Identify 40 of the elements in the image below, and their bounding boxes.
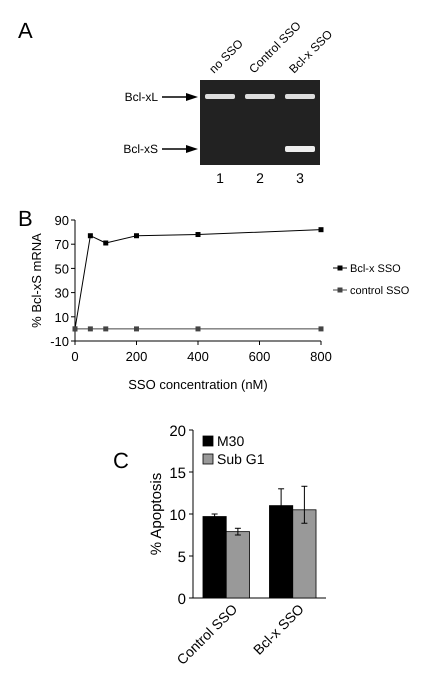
x-tick-label: 400 [187, 349, 209, 364]
y-tick-label: -10 [50, 334, 69, 349]
y-tick-label: 50 [54, 261, 69, 276]
text: Bcl-xS [123, 142, 158, 156]
y-tick-label: 20 [169, 423, 186, 440]
x-tick-label: 800 [310, 349, 332, 364]
text: Bcl-xL [124, 90, 158, 104]
x-tick-label: 600 [248, 349, 270, 364]
point [134, 326, 139, 332]
text: C [113, 448, 129, 473]
point [88, 233, 93, 238]
point [88, 326, 93, 332]
x-tick-label: 200 [126, 349, 148, 364]
text: 1 [216, 170, 224, 186]
legend-label: M30 [217, 433, 244, 449]
x-tick-label: 0 [71, 349, 79, 364]
point [196, 326, 200, 332]
y-tick-label: 15 [169, 465, 186, 482]
chart-title: B [18, 206, 33, 231]
text: 2 [256, 170, 264, 186]
point [134, 233, 139, 238]
y-tick-label: 10 [169, 507, 186, 524]
text: A [18, 18, 33, 43]
legend-label: control SSO [350, 285, 410, 297]
point [103, 240, 108, 246]
y-axis-title: % Apoptosis [148, 472, 165, 556]
y-tick-label: 70 [54, 237, 69, 252]
y-tick-label: 5 [178, 549, 186, 566]
legend-label: Sub G1 [217, 451, 265, 467]
y-tick-label: 90 [54, 213, 69, 228]
text: 3 [296, 170, 304, 186]
point [103, 326, 108, 332]
y-tick-label: 30 [54, 286, 69, 301]
legend-label: Bcl-x SSO [350, 263, 402, 275]
y-tick-label: 10 [54, 310, 69, 325]
x-axis-title: SSO concentration (nM) [128, 377, 268, 392]
point [318, 227, 324, 232]
point [196, 232, 200, 238]
y-axis-title: % Bcl-xS mRNA [29, 232, 44, 328]
point [318, 326, 324, 332]
